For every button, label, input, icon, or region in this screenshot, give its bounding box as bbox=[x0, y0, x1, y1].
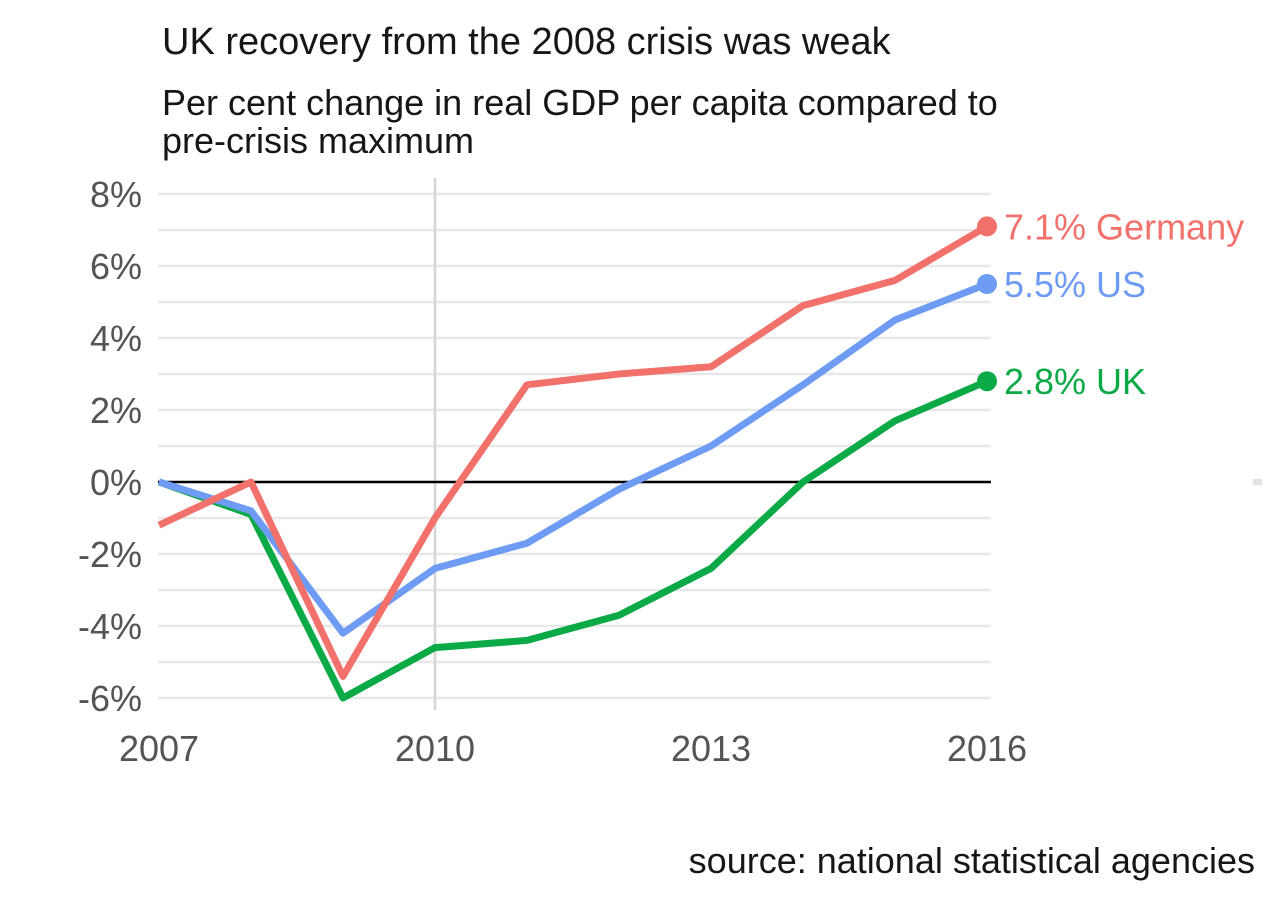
right-edge-mark bbox=[1253, 479, 1262, 485]
series-end-dot-germany bbox=[977, 216, 997, 237]
series-end-label-uk: 2.8% UK bbox=[1004, 361, 1146, 402]
series-line-germany bbox=[157, 223, 989, 680]
series-end-label-germany: 7.1% Germany bbox=[1004, 206, 1244, 247]
series-end-dot-us bbox=[977, 274, 997, 294]
series-end-dot-uk bbox=[977, 371, 997, 392]
y-tick-label: -4% bbox=[78, 606, 142, 647]
chart-subtitle-line1: Per cent change in real GDP per capita c… bbox=[162, 82, 998, 123]
y-tick-label: -6% bbox=[78, 678, 142, 719]
x-tick-label: 2010 bbox=[395, 728, 475, 769]
series-end-label-us: 5.5% US bbox=[1004, 264, 1146, 305]
x-tick-label: 2007 bbox=[119, 728, 199, 769]
source-note: source: national statistical agencies bbox=[688, 840, 1255, 881]
y-tick-label: 4% bbox=[90, 318, 142, 359]
chart-subtitle-line2: pre-crisis maximum bbox=[162, 120, 475, 161]
page-title: UK recovery from the 2008 crisis was wea… bbox=[162, 21, 891, 63]
y-tick-label: 2% bbox=[90, 390, 142, 431]
x-tick-label: 2013 bbox=[671, 728, 751, 769]
x-tick-label: 2016 bbox=[947, 728, 1027, 769]
y-tick-label: 6% bbox=[90, 246, 142, 287]
y-tick-label: 8% bbox=[90, 174, 142, 215]
y-tick-label: -2% bbox=[78, 534, 142, 575]
chart-subtitle: Per cent change in real GDP per capita c… bbox=[162, 84, 998, 160]
series-group: 2.8% UK 5.5% US 7.1% Germany bbox=[157, 206, 1244, 702]
axis-labels-group: 8% 6% 4% 2% 0% -2% -4% -6% 2007 2010 2013 2016 bbox=[78, 174, 1027, 769]
y-tick-label: 0% bbox=[90, 462, 142, 503]
series-line-uk bbox=[157, 377, 989, 702]
